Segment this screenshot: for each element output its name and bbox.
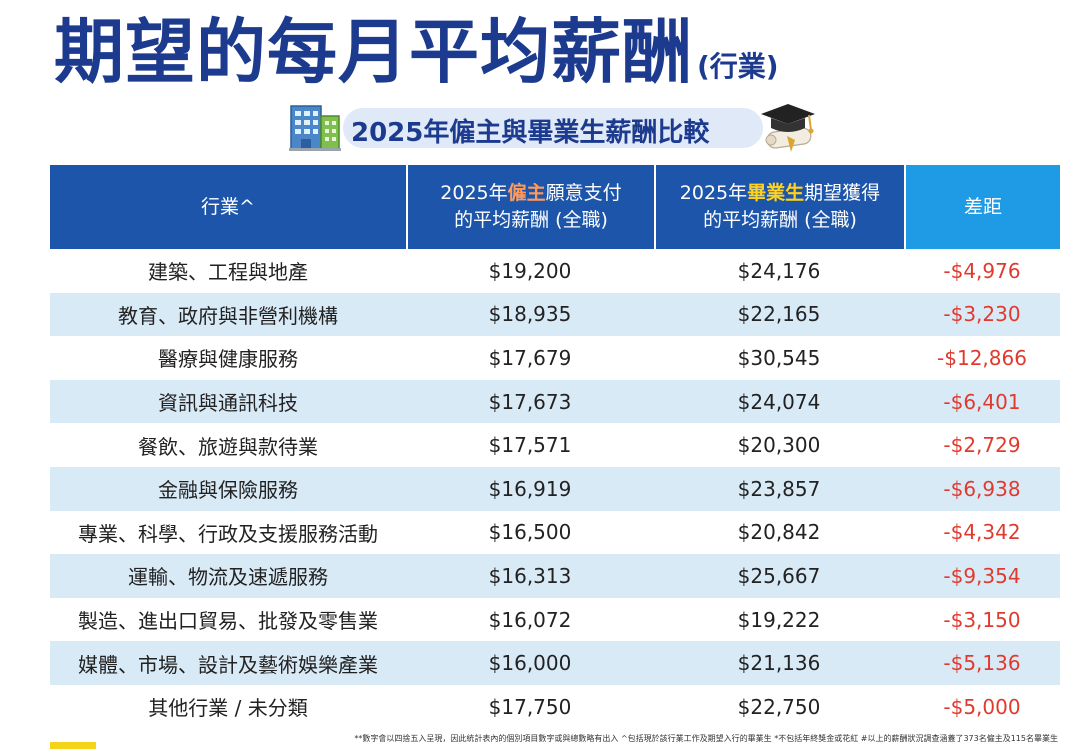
cell-gap: -$5,136 (904, 641, 1060, 685)
cell-employer: $17,571 (488, 433, 572, 458)
table-row: 教育、政府與非營利機構 $18,935 $22,165 -$3,230 (50, 292, 1060, 337)
cell-employer: $18,935 (406, 292, 654, 337)
cell-graduate: $19,222 (737, 607, 821, 632)
cell-industry: 金融與保險服務 (50, 466, 406, 511)
cell-gap: -$5,000 (943, 694, 1021, 719)
cell-employer: $17,679 (488, 345, 572, 370)
table-row: 醫療與健康服務 $17,679 $30,545 -$12,866 (50, 336, 1060, 380)
salary-table: 行業^ 2025年僱主願意支付 的平均薪酬 (全職) 2025年畢業生期望獲得 … (50, 165, 1060, 729)
cell-graduate: $25,667 (654, 554, 904, 598)
header-employer-prefix: 2025年 (440, 182, 508, 204)
table-header-row: 行業^ 2025年僱主願意支付 的平均薪酬 (全職) 2025年畢業生期望獲得 … (50, 165, 1060, 249)
table-row: 建築、工程與地產 $19,200 $24,176 -$4,976 (50, 249, 1060, 293)
cell-gap: -$3,150 (943, 607, 1021, 632)
header-graduate-suffix: 期望獲得 (804, 182, 881, 204)
header-industry: 行業^ (50, 165, 406, 249)
cell-employer: $19,200 (488, 258, 572, 283)
table-row: 製造、進出口貿易、批發及零售業 $16,072 $19,222 -$3,150 (50, 598, 1060, 642)
cell-industry: 媒體、市場、設計及藝術娛樂產業 (50, 641, 406, 685)
cell-employer: $17,673 (406, 379, 654, 424)
header-graduate-highlight: 畢業生 (747, 182, 805, 204)
cell-graduate: $24,176 (737, 258, 821, 283)
cell-graduate: $30,545 (737, 345, 821, 370)
cell-graduate: $24,074 (654, 379, 904, 424)
cell-gap: -$6,938 (904, 466, 1060, 511)
header-employer: 2025年僱主願意支付 的平均薪酬 (全職) (406, 165, 654, 249)
title-main: 期望的每月平均薪酬 (54, 11, 693, 93)
cell-industry: 教育、政府與非營利機構 (50, 292, 406, 337)
corner-accent (50, 742, 96, 749)
building-icon (289, 105, 341, 151)
header-employer-highlight: 僱主 (507, 182, 546, 204)
cell-industry: 建築、工程與地產 (148, 260, 308, 285)
header-employer-line2: 的平均薪酬 (全職) (454, 209, 608, 231)
header-graduate-line2: 的平均薪酬 (全職) (703, 209, 857, 231)
footnote: **數字會以四捨五入呈現，因此統計表內的個別項目數字或與總數略有出入 ^包括現於… (354, 734, 1058, 743)
cell-industry: 資訊與通訊科技 (50, 379, 406, 424)
table-row: 專業、科學、行政及支援服務活動 $16,500 $20,842 -$4,342 (50, 511, 1060, 555)
cell-employer: $16,500 (488, 520, 572, 545)
table-row: 金融與保險服務 $16,919 $23,857 -$6,938 (50, 466, 1060, 511)
table-row: 其他行業 / 未分類 $17,750 $22,750 -$5,000 (50, 685, 1060, 729)
cell-industry: 運輸、物流及速遞服務 (50, 554, 406, 598)
table-row: 運輸、物流及速遞服務 $16,313 $25,667 -$9,354 (50, 554, 1060, 598)
subtitle-banner: 2025年僱主與畢業生薪酬比較 (285, 100, 825, 156)
cell-graduate: $20,300 (737, 433, 821, 458)
cell-industry: 製造、進出口貿易、批發及零售業 (78, 609, 378, 634)
header-employer-suffix: 願意支付 (545, 182, 622, 204)
cell-gap: -$12,866 (937, 345, 1027, 370)
header-graduate: 2025年畢業生期望獲得 的平均薪酬 (全職) (654, 165, 904, 249)
graduation-cap-icon (761, 104, 815, 152)
cell-gap: -$6,401 (904, 379, 1060, 424)
cell-employer: $16,072 (488, 607, 572, 632)
cell-graduate: $21,136 (654, 641, 904, 685)
cell-gap: -$4,342 (943, 520, 1021, 545)
cell-industry: 其他行業 / 未分類 (148, 696, 308, 721)
cell-industry: 餐飲、旅遊與款待業 (138, 434, 318, 459)
cell-employer: $16,919 (406, 466, 654, 511)
cell-gap: -$9,354 (904, 554, 1060, 598)
page-title: 期望的每月平均薪酬 (行業) (54, 4, 779, 100)
subtitle: 2025年僱主與畢業生薪酬比較 (351, 118, 710, 148)
cell-graduate: $23,857 (654, 466, 904, 511)
cell-employer: $16,000 (406, 641, 654, 685)
cell-gap: -$4,976 (943, 258, 1021, 283)
table-row: 資訊與通訊科技 $17,673 $24,074 -$6,401 (50, 379, 1060, 424)
subtitle-pill (343, 108, 763, 148)
cell-industry: 醫療與健康服務 (158, 347, 298, 372)
cell-employer: $17,750 (488, 694, 572, 719)
cell-graduate: $20,842 (737, 520, 821, 545)
cell-graduate: $22,165 (654, 292, 904, 337)
cell-employer: $16,313 (406, 554, 654, 598)
table-row: 媒體、市場、設計及藝術娛樂產業 $16,000 $21,136 -$5,136 (50, 641, 1060, 685)
cell-gap: -$2,729 (943, 433, 1021, 458)
cell-industry: 專業、科學、行政及支援服務活動 (78, 521, 378, 546)
table-row: 餐飲、旅遊與款待業 $17,571 $20,300 -$2,729 (50, 423, 1060, 467)
header-gap: 差距 (904, 165, 1060, 249)
cell-graduate: $22,750 (737, 694, 821, 719)
cell-gap: -$3,230 (904, 292, 1060, 337)
title-suffix: (行業) (697, 50, 779, 83)
header-graduate-prefix: 2025年 (679, 182, 748, 204)
